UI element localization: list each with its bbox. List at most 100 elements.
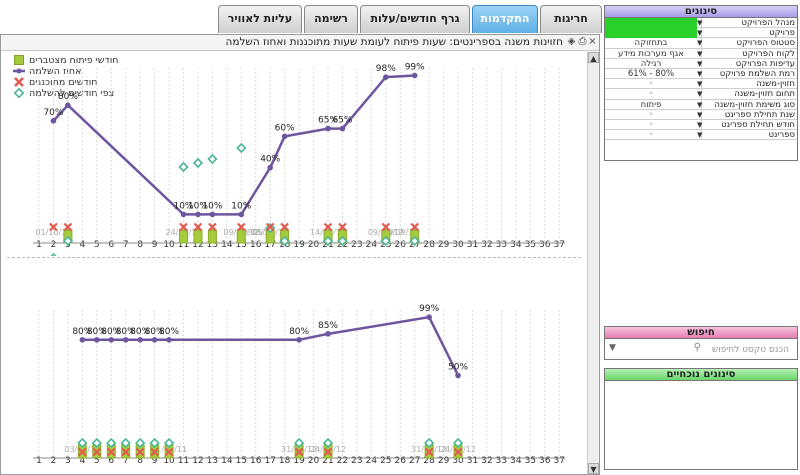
filter-value[interactable]: רגילה [640,58,662,69]
vertical-scrollbar[interactable]: ▲ ▼ [587,52,599,474]
x-tick-label: 5 [94,240,100,250]
filter-row[interactable]: עדיפות הפרויקט ▼ רגילה [605,58,797,69]
completion-label: 98% [376,64,396,74]
filter-value[interactable]: ◦ [648,89,654,100]
planned-months-mark [92,447,102,457]
chevron-down-icon[interactable]: ▼ [697,39,703,48]
chevron-down-icon[interactable]: ▼ [697,49,703,58]
filter-label: ספרינט [701,130,797,141]
planned-months-mark [323,222,333,232]
completion-point [296,337,302,343]
forecast-diamond [120,437,131,449]
x-tick-label: 29 [438,456,450,466]
filter-row[interactable]: סוג משימת חזוין-משנה ▼ פיתוח [605,99,797,110]
search-input[interactable]: הכנס טקסט לחיפוש [711,345,789,355]
forecast-diamond [135,437,146,449]
date-label: 01/10/11 [35,228,71,237]
chevron-down-icon[interactable]: ▼ [609,343,616,353]
chevron-down-icon[interactable]: ▼ [697,29,703,38]
completion-label: 80% [289,327,309,337]
filter-value[interactable] [605,28,697,39]
dev-months-bar [179,229,188,244]
x-tick-label: 19 [293,456,305,466]
completion-label: 80% [130,327,150,337]
completion-point [209,211,216,218]
scroll-down-icon[interactable]: ▼ [588,463,599,474]
filter-value[interactable]: פיתוח [640,99,662,110]
forecast-diamond [163,437,175,449]
planned-months-mark [193,222,203,232]
chart-panel-title: חזוינות משנה בספרינטים: שעות פיתוח לעומת… [225,36,563,48]
completion-label: 40% [260,155,280,165]
filter-value[interactable]: ◦ [648,130,654,141]
filter-list: מנהל הפרויקט ▼ פרויקט ▼ סטטוס הפרויקט ▼ בתחזוק… [605,18,797,141]
filter-value[interactable]: ◦ [648,119,654,130]
filter-row[interactable]: מנהל הפרויקט ▼ [605,18,797,29]
chevron-down-icon[interactable]: ▼ [697,120,703,129]
legend-label: אחוז השלמה [29,66,82,77]
print-icon[interactable]: ⎙ [578,36,587,47]
x-tick-label: 29 [438,240,450,250]
planned-months-mark [49,222,58,232]
chevron-down-icon[interactable]: ▼ [697,19,703,27]
x-tick-label: 15 [236,240,247,250]
tab-list[interactable]: רשימה [304,5,358,33]
planned-months-mark [265,222,275,232]
legend-label: חודשי פיתוח מצטברים [29,55,119,66]
x-tick-label: 2 [51,456,57,466]
planned-months-mark [410,222,419,232]
x-tick-label: 11 [178,456,189,466]
x-tick-label: 27 [409,456,420,466]
x-tick-label: 12 [192,240,203,250]
filter-value[interactable]: 61% - 80% [627,68,675,79]
filter-label: שנת תחילת ספרינט [701,109,797,120]
tab-progress[interactable]: התקדמות [472,5,538,33]
chevron-down-icon[interactable]: ▼ [697,90,703,99]
completion-label: 80% [159,327,179,337]
filter-value[interactable]: בתחזוקה [634,38,668,49]
filter-value[interactable]: ◦ [648,109,654,120]
filter-value[interactable] [605,18,697,28]
tab-exceptions[interactable]: חריגות [540,5,602,33]
filter-row[interactable]: חודש תחילת ספרינט ▼ ◦ [605,119,797,131]
export-icon[interactable]: ◈ [567,36,576,47]
x-tick-label: 13 [207,456,218,466]
planned-months-mark [208,222,217,232]
chevron-down-icon[interactable]: ▼ [697,69,703,78]
completion-label: 60% [275,123,295,133]
tab-takeoffs[interactable]: עליות לאוויר [218,5,302,33]
forecast-diamond [293,437,305,449]
tab-months-cost-graph[interactable]: גרף חודשים/עלות [360,5,470,33]
filter-row[interactable]: סטטוס הפרויקט ▼ בתחזוקה [605,38,797,49]
scroll-up-icon[interactable]: ▲ [588,52,599,63]
filter-row[interactable]: לקוח הפרויקט ▼ אגף מערכות מידע [605,48,797,59]
filter-value[interactable]: ◦ [648,79,654,90]
x-tick-label: 13 [207,240,218,250]
completion-label: 80% [116,327,136,337]
completion-label: 10% [188,201,208,211]
filter-row[interactable]: רמת השלמת פרויקט ▼ 61% - 80% [605,68,797,80]
completion-point [94,337,100,343]
chevron-down-icon[interactable]: ▼ [697,100,703,109]
completion-point [267,164,274,171]
filter-value[interactable]: אגף מערכות מידע [618,48,684,59]
chevron-down-icon[interactable]: ▼ [697,80,703,89]
x-tick-label: 14 [221,456,233,466]
planned-months-mark [381,222,391,232]
filter-row[interactable]: תחום חזוין-משנה ▼ ◦ [605,89,797,100]
forecast-diamond [149,437,160,449]
planned-months-mark [121,447,130,457]
filter-row[interactable]: ספרינט ▼ ◦ [605,130,797,141]
planned-months-mark [280,222,289,232]
filter-row[interactable]: פרויקט ▼ [605,28,797,39]
chevron-down-icon[interactable]: ▼ [697,131,703,140]
filter-row[interactable]: חזוין-משנה ▼ ◦ [605,79,797,90]
planned-months-mark [78,447,87,457]
chevron-down-icon[interactable]: ▼ [697,59,703,68]
forecast-diamond [337,235,348,247]
chevron-down-icon[interactable]: ▼ [697,110,703,119]
close-icon[interactable]: × [588,36,597,47]
filter-row[interactable]: שנת תחילת ספרינט ▼ ◦ [605,109,797,120]
x-tick-label: 36 [539,456,551,466]
completion-point [411,72,418,79]
